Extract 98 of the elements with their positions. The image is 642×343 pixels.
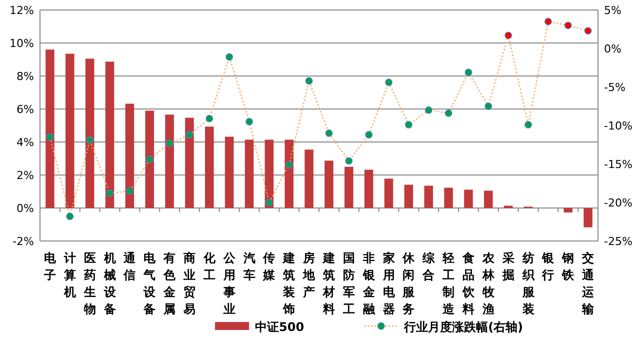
x-tick-label: 综合 [422,251,436,282]
bar [66,54,74,208]
x-tick-label: 建筑材料 [322,251,335,316]
point [166,140,174,147]
bar [584,208,592,228]
x-tick-label: 休闲服务 [402,251,416,316]
bar [444,188,453,208]
bar [484,190,493,208]
bar [244,140,254,208]
x-tick-label: 有色金属 [162,251,177,316]
point [305,77,313,85]
point [564,22,572,30]
bar [224,136,234,208]
y-tick-label: 8% [16,70,34,83]
point [86,136,94,144]
point [385,78,392,86]
bar [564,208,572,212]
point [404,121,412,128]
point [524,121,532,128]
x-tick-label: 汽车 [242,251,256,282]
bar [85,58,94,208]
x-tick-label: 交通运输 [581,251,596,316]
x-tick-label: 纺织服装 [521,251,536,316]
point [325,130,333,137]
y-tick-label: -2% [12,235,34,248]
y-tick-label: 2% [16,169,34,182]
bar [145,110,154,208]
x-tick-label: 电子 [42,251,57,282]
point [226,53,234,61]
legend-label: 中证500 [255,320,304,334]
x-tick-label: 电气设备 [142,251,157,316]
y2-tick-label: 0% [604,42,622,56]
x-tick-label: 医药生物 [82,251,96,316]
x-tick-label: 家用电器 [382,251,396,316]
x-tick-label: 钢铁 [561,251,576,282]
point [246,118,253,126]
point [46,133,54,141]
point [126,187,134,195]
x-tick-label: 非银金融 [362,251,376,316]
bar [324,160,334,208]
x-tick-label: 通信 [122,251,137,282]
point [424,106,432,114]
point [66,212,74,220]
x-tick-label: 建筑装饰 [282,251,296,316]
bar [105,62,114,208]
y2-tick-label: -20% [604,196,632,210]
bar [46,50,54,208]
bar [165,114,174,208]
x-tick-label: 轻工制造 [442,251,456,316]
y2-tick-label: -25% [604,235,632,248]
point [504,32,512,40]
bar [125,104,134,208]
bar [205,126,214,208]
point [206,114,214,122]
bar [404,184,414,208]
bar [264,140,274,208]
y2-tick-label: 5% [604,4,622,17]
bar [464,190,473,208]
x-tick-label: 采掘 [501,251,514,282]
point [265,198,273,206]
point [106,190,114,197]
x-tick-label: 传媒 [262,251,276,282]
x-tick-label: 农林牧渔 [481,251,496,316]
legend-label: 行业月度涨跌幅(右轴) [403,320,524,334]
y2-tick-label: -5% [604,81,626,94]
point [285,161,293,168]
point [544,18,552,26]
point [345,157,353,165]
y-tick-label: 10% [10,37,34,50]
x-tick-label: 机械设备 [102,251,117,316]
point [186,131,194,138]
x-tick-label: 公用事业 [222,251,236,316]
bar [284,140,294,208]
x-tick-label: 食品饮料 [461,251,476,316]
point [484,102,492,110]
bar [384,178,394,208]
bar [304,150,314,208]
x-tick-label: 银行 [541,251,556,282]
x-tick-label: 计算机 [62,251,76,299]
y2-tick-label: -15% [604,158,632,171]
x-tick-label: 化工 [202,251,216,282]
y-tick-label: 4% [16,136,34,149]
bar [364,170,374,208]
point [146,156,154,164]
bar [344,166,354,208]
point [584,27,592,34]
x-tick-label: 房地产 [302,251,316,299]
y-tick-label: 0% [16,202,34,215]
y-tick-label: 6% [16,103,34,116]
bar [424,186,433,208]
point [365,131,373,138]
y-tick-label: 12% [10,4,34,17]
bar [185,118,194,208]
point [464,68,472,76]
x-tick-label: 国防军工 [342,251,355,316]
x-tick-label: 商业贸易 [182,251,196,316]
y2-tick-label: -10% [604,120,632,132]
point [444,109,452,117]
